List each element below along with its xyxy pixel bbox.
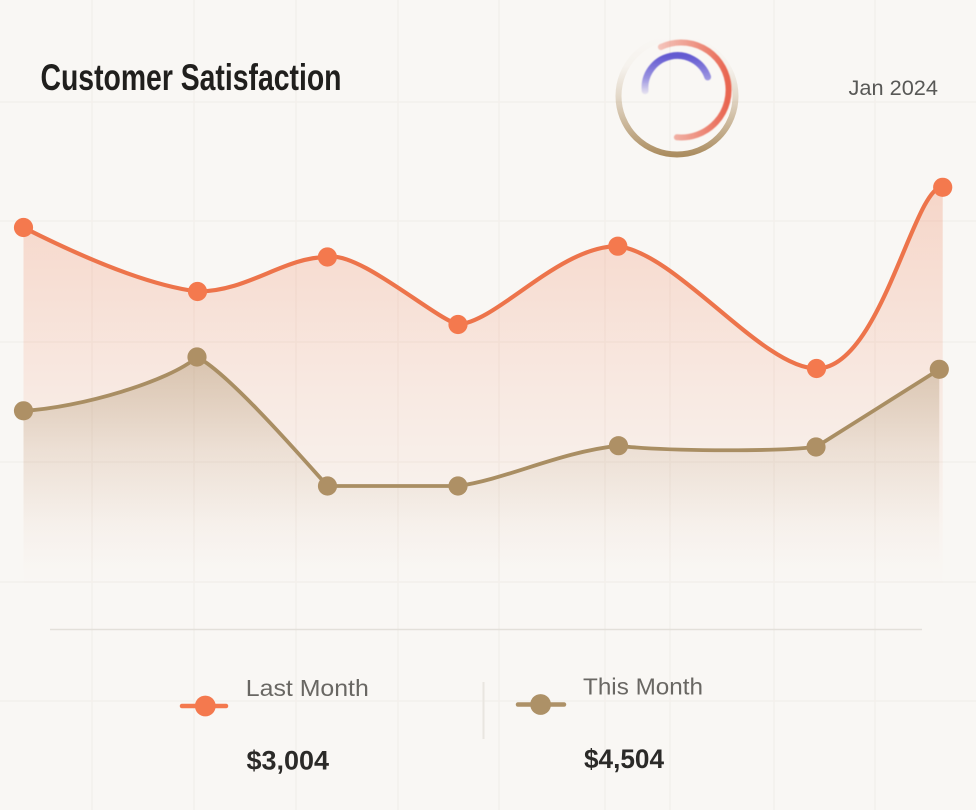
svg-text:This Month: This Month — [583, 674, 703, 700]
svg-text:Customer Satisfaction: Customer Satisfaction — [41, 57, 342, 98]
svg-text:Last Month: Last Month — [246, 675, 369, 701]
svg-text:Jan 2024: Jan 2024 — [849, 77, 939, 100]
svg-text:$4,504: $4,504 — [584, 744, 664, 774]
svg-text:$3,004: $3,004 — [247, 746, 330, 776]
